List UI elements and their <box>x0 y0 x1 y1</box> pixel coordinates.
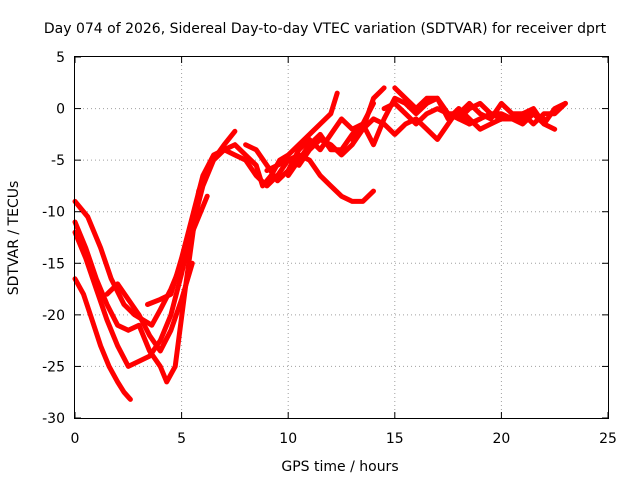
series-line-arc-10 <box>285 95 483 179</box>
y-tick-label: -25 <box>42 359 65 375</box>
y-tick-label: -20 <box>42 308 65 324</box>
series-line-arc-5 <box>104 260 195 354</box>
x-tick-label: 0 <box>71 431 80 447</box>
y-tick-label: 0 <box>56 102 65 118</box>
series-line-arc-14 <box>456 100 568 127</box>
x-tick-label: 5 <box>177 431 186 447</box>
series-layer <box>72 85 568 402</box>
y-tick-label: -15 <box>42 256 65 272</box>
x-axis-label: GPS time / hours <box>281 459 398 475</box>
y-tick-label: 5 <box>56 50 65 66</box>
y-tick-label: -30 <box>42 411 65 427</box>
series-line-arc-1 <box>72 276 133 402</box>
tick-layer: 0 5 10 15 20 25 -30 -25 -20 -15 -10 -5 0 5 <box>42 50 617 447</box>
x-tick-label: 15 <box>386 431 404 447</box>
x-tick-label: 25 <box>599 431 617 447</box>
y-tick-label: -5 <box>51 153 65 169</box>
x-tick-label: 10 <box>279 431 297 447</box>
series-line-arc-13 <box>381 100 568 127</box>
series-line-arc-6 <box>145 90 340 307</box>
chart-title: Day 074 of 2026, Sidereal Day-to-day VTE… <box>44 21 607 37</box>
plot-frame <box>74 56 609 419</box>
series-line-arc-8 <box>243 100 376 184</box>
y-tick-label: -10 <box>42 205 65 221</box>
x-tick-label: 20 <box>492 431 510 447</box>
series-line-arc-4 <box>72 147 227 369</box>
y-axis-label: SDTVAR / TECUs <box>6 181 22 296</box>
